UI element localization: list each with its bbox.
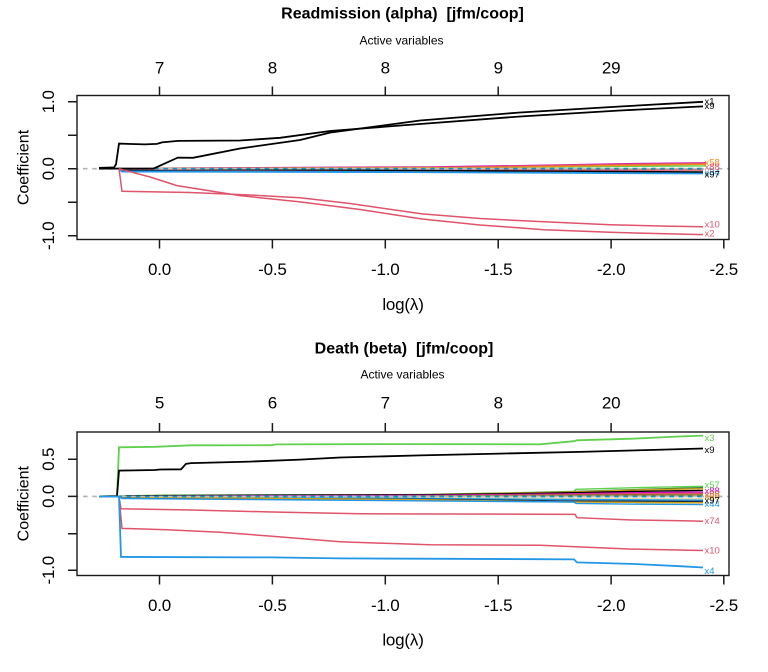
svg-text:-0.5: -0.5	[258, 260, 287, 279]
svg-text:Death (beta) [jfm/coop]: Death (beta) [jfm/coop]	[315, 341, 494, 358]
svg-text:29: 29	[602, 59, 621, 78]
svg-text:9: 9	[494, 59, 503, 78]
svg-text:-0.5: -0.5	[258, 596, 287, 615]
svg-text:x97: x97	[705, 170, 720, 181]
svg-text:-1.5: -1.5	[484, 596, 513, 615]
svg-text:Active variables: Active variables	[360, 367, 444, 381]
svg-text:0.0: 0.0	[148, 260, 171, 279]
svg-text:8: 8	[381, 59, 390, 78]
svg-text:0.0: 0.0	[148, 596, 171, 615]
svg-text:x44: x44	[705, 499, 720, 510]
svg-text:-1.0: -1.0	[371, 596, 400, 615]
svg-text:0.0: 0.0	[39, 157, 58, 180]
svg-text:x57: x57	[705, 480, 720, 491]
svg-text:-1.0: -1.0	[39, 221, 58, 250]
svg-text:Active variables: Active variables	[359, 33, 443, 47]
svg-text:x58: x58	[705, 489, 720, 500]
svg-text:x9: x9	[705, 101, 715, 112]
svg-text:log(λ): log(λ)	[382, 295, 423, 314]
svg-text:x3: x3	[705, 433, 715, 444]
svg-text:-1.0: -1.0	[39, 556, 58, 585]
svg-text:x97: x97	[705, 496, 720, 507]
svg-text:x34: x34	[705, 168, 720, 179]
svg-text:x9: x9	[705, 445, 715, 456]
svg-text:-2.5: -2.5	[710, 260, 739, 279]
svg-text:x4: x4	[705, 566, 715, 577]
svg-text:1.0: 1.0	[39, 90, 58, 113]
svg-text:7: 7	[381, 394, 390, 413]
svg-text:0.5: 0.5	[39, 448, 58, 471]
svg-text:6: 6	[268, 394, 277, 413]
svg-text:20: 20	[602, 394, 621, 413]
svg-text:x10: x10	[705, 546, 720, 557]
svg-text:7: 7	[155, 59, 164, 78]
svg-text:0.0: 0.0	[39, 485, 58, 508]
svg-text:-1.0: -1.0	[371, 260, 400, 279]
svg-text:x10: x10	[705, 220, 720, 231]
svg-text:-2.0: -2.0	[597, 596, 626, 615]
svg-text:-2.5: -2.5	[710, 596, 739, 615]
svg-text:-1.5: -1.5	[484, 260, 513, 279]
svg-text:x74: x74	[705, 516, 720, 527]
svg-text:-2.0: -2.0	[597, 260, 626, 279]
svg-text:Coefficient: Coefficient	[16, 465, 33, 541]
svg-text:8: 8	[268, 59, 277, 78]
svg-text:8: 8	[494, 394, 503, 413]
svg-text:x88: x88	[705, 162, 720, 173]
svg-text:Coefficient: Coefficient	[16, 129, 33, 205]
svg-text:x68: x68	[705, 492, 720, 503]
svg-text:x58: x58	[705, 157, 720, 168]
svg-text:Readmission (alpha) [jfm/coop: Readmission (alpha) [jfm/coop]	[281, 6, 524, 23]
svg-text:x2: x2	[705, 229, 715, 240]
svg-text:x88: x88	[705, 486, 720, 497]
svg-text:x1: x1	[705, 96, 715, 107]
svg-text:log(λ): log(λ)	[382, 631, 423, 650]
svg-text:5: 5	[155, 394, 164, 413]
